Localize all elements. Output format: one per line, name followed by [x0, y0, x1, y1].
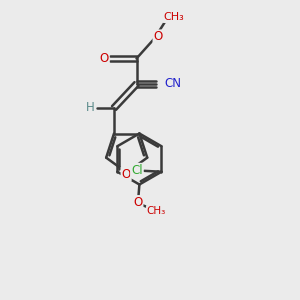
Text: H: H — [85, 101, 94, 114]
Text: CN: CN — [165, 77, 182, 90]
Text: O: O — [100, 52, 109, 65]
Text: CH₃: CH₃ — [147, 206, 166, 216]
Text: CH₃: CH₃ — [164, 12, 184, 22]
Text: Cl: Cl — [131, 164, 143, 177]
Text: O: O — [122, 168, 131, 181]
Text: O: O — [154, 30, 163, 44]
Text: O: O — [133, 196, 142, 209]
